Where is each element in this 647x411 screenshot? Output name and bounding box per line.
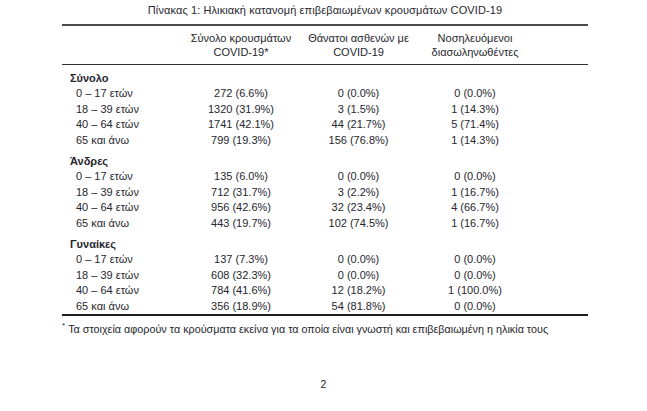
cell-intubated: 0 (0.0%) [415, 268, 535, 284]
cell-age-group: 0 – 17 ετών [62, 252, 180, 268]
cell-age-group: 0 – 17 ετών [62, 169, 180, 185]
cell-filler [535, 200, 588, 216]
cell-total-cases: 443 (19.7%) [180, 216, 302, 232]
cell-filler [535, 283, 588, 299]
cell-deaths: 0 (0.0%) [302, 86, 415, 102]
cell-intubated: 1 (14.3%) [415, 133, 535, 149]
cell-deaths: 0 (0.0%) [302, 169, 415, 185]
cell-total-cases: 137 (7.3%) [180, 252, 302, 268]
cell-filler [535, 117, 588, 133]
cell-age-group: 40 – 64 ετών [62, 117, 180, 133]
section-header-row: Σύνολο [62, 65, 588, 87]
cell-deaths: 3 (2.2%) [302, 185, 415, 201]
footnote-text: Τα στοιχεία αφορούν τα κρούσματα εκείνα … [68, 323, 548, 335]
cell-total-cases: 272 (6.6%) [180, 86, 302, 102]
section-label: Άνδρες [62, 148, 588, 169]
cell-deaths: 102 (74.5%) [302, 216, 415, 232]
section-header-row: Άνδρες [62, 148, 588, 169]
table-row: 65 και άνω356 (18.9%)54 (81.8%)0 (0.0%) [62, 299, 588, 315]
covid-age-distribution-table: Σύνολο κρουσμάτων COVID-19* Θάνατοι ασθε… [62, 24, 588, 316]
column-header-deaths: Θάνατοι ασθενών με COVID-19 [302, 25, 415, 65]
header-line: Νοσηλευόμενοι [438, 32, 513, 44]
cell-deaths: 54 (81.8%) [302, 299, 415, 315]
cell-filler [535, 268, 588, 284]
cell-intubated: 0 (0.0%) [415, 86, 535, 102]
cell-age-group: 40 – 64 ετών [62, 200, 180, 216]
table-row: 40 – 64 ετών1741 (42.1%)44 (21.7%)5 (71.… [62, 117, 588, 133]
section-label: Σύνολο [62, 65, 588, 87]
cell-total-cases: 1741 (42.1%) [180, 117, 302, 133]
table-row: 18 – 39 ετών1320 (31.9%)3 (1.5%)1 (14.3%… [62, 102, 588, 118]
header-line: COVID-19* [213, 46, 268, 58]
header-line: COVID-19 [333, 46, 384, 58]
cell-age-group: 65 και άνω [62, 299, 180, 315]
header-line: Σύνολο κρουσμάτων [191, 32, 291, 44]
cell-age-group: 65 και άνω [62, 133, 180, 149]
cell-deaths: 0 (0.0%) [302, 252, 415, 268]
table-row: 0 – 17 ετών137 (7.3%)0 (0.0%)0 (0.0%) [62, 252, 588, 268]
column-header-intubated: Νοσηλευόμενοι διασωληνωθέντες [415, 25, 535, 65]
table-row: 40 – 64 ετών784 (41.6%)12 (18.2%)1 (100.… [62, 283, 588, 299]
cell-intubated: 1 (16.7%) [415, 216, 535, 232]
cell-age-group: 65 και άνω [62, 216, 180, 232]
cell-age-group: 18 – 39 ετών [62, 185, 180, 201]
cell-intubated: 1 (14.3%) [415, 102, 535, 118]
footnote: *Τα στοιχεία αφορούν τα κρούσματα εκείνα… [62, 319, 602, 336]
table-body: Σύνολο0 – 17 ετών272 (6.6%)0 (0.0%)0 (0.… [62, 65, 588, 315]
cell-intubated: 0 (0.0%) [415, 169, 535, 185]
column-header-total-cases: Σύνολο κρουσμάτων COVID-19* [180, 25, 302, 65]
cell-filler [535, 133, 588, 149]
cell-filler [535, 169, 588, 185]
cell-deaths: 44 (21.7%) [302, 117, 415, 133]
page-number: 2 [0, 378, 647, 390]
table-row: 40 – 64 ετών956 (42.6%)32 (23.4%)4 (66.7… [62, 200, 588, 216]
header-line: Θάνατοι ασθενών με [308, 32, 409, 44]
table-row: 0 – 17 ετών272 (6.6%)0 (0.0%)0 (0.0%) [62, 86, 588, 102]
footnote-asterisk: * [62, 321, 65, 330]
cell-intubated: 0 (0.0%) [415, 252, 535, 268]
cell-intubated: 1 (100.0%) [415, 283, 535, 299]
cell-deaths: 32 (23.4%) [302, 200, 415, 216]
cell-age-group: 0 – 17 ετών [62, 86, 180, 102]
cell-total-cases: 956 (42.6%) [180, 200, 302, 216]
cell-filler [535, 102, 588, 118]
cell-deaths: 0 (0.0%) [302, 268, 415, 284]
cell-total-cases: 135 (6.0%) [180, 169, 302, 185]
cell-age-group: 18 – 39 ετών [62, 102, 180, 118]
cell-age-group: 40 – 64 ετών [62, 283, 180, 299]
section-label: Γυναίκες [62, 231, 588, 252]
cell-intubated: 5 (71.4%) [415, 117, 535, 133]
cell-intubated: 4 (66.7%) [415, 200, 535, 216]
cell-filler [535, 216, 588, 232]
cell-deaths: 3 (1.5%) [302, 102, 415, 118]
cell-intubated: 0 (0.0%) [415, 299, 535, 315]
cell-filler [535, 299, 588, 315]
column-header-filler [535, 25, 588, 65]
section-header-row: Γυναίκες [62, 231, 588, 252]
cell-intubated: 1 (16.7%) [415, 185, 535, 201]
header-line: διασωληνωθέντες [432, 46, 519, 58]
cell-total-cases: 356 (18.9%) [180, 299, 302, 315]
cell-deaths: 156 (76.8%) [302, 133, 415, 149]
cell-total-cases: 784 (41.6%) [180, 283, 302, 299]
cell-deaths: 12 (18.2%) [302, 283, 415, 299]
cell-total-cases: 712 (31.7%) [180, 185, 302, 201]
cell-total-cases: 799 (19.3%) [180, 133, 302, 149]
table-row: 65 και άνω799 (19.3%)156 (76.8%)1 (14.3%… [62, 133, 588, 149]
table-row: 18 – 39 ετών712 (31.7%)3 (2.2%)1 (16.7%) [62, 185, 588, 201]
cell-age-group: 18 – 39 ετών [62, 268, 180, 284]
cell-total-cases: 608 (32.3%) [180, 268, 302, 284]
table-row: 0 – 17 ετών135 (6.0%)0 (0.0%)0 (0.0%) [62, 169, 588, 185]
cell-filler [535, 86, 588, 102]
table-title: Πίνακας 1: Ηλικιακή κατανομή επιβεβαιωμέ… [40, 3, 610, 17]
table-row: 18 – 39 ετών608 (32.3%)0 (0.0%)0 (0.0%) [62, 268, 588, 284]
cell-filler [535, 185, 588, 201]
cell-total-cases: 1320 (31.9%) [180, 102, 302, 118]
table-row: 65 και άνω443 (19.7%)102 (74.5%)1 (16.7%… [62, 216, 588, 232]
column-header-age-empty [62, 25, 180, 65]
cell-filler [535, 252, 588, 268]
header-row: Σύνολο κρουσμάτων COVID-19* Θάνατοι ασθε… [62, 25, 588, 65]
